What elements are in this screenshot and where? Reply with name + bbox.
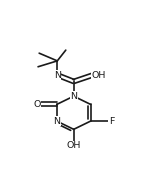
Text: N: N (54, 70, 61, 80)
Text: OH: OH (67, 141, 81, 150)
Text: N: N (70, 92, 77, 101)
Text: F: F (109, 117, 114, 126)
Text: N: N (53, 117, 60, 126)
Text: O: O (33, 100, 41, 109)
Text: OH: OH (92, 70, 106, 80)
